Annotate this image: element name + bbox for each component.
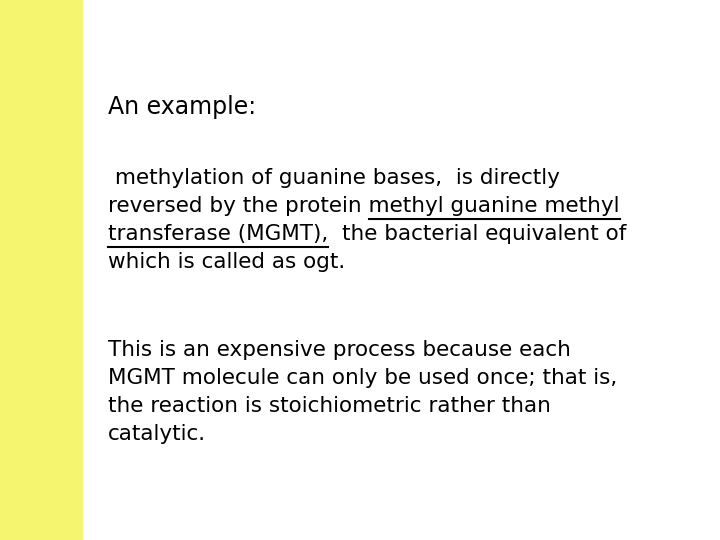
Text: catalytic.: catalytic. [108, 424, 206, 444]
Text: methylation of guanine bases,  is directly: methylation of guanine bases, is directl… [108, 168, 560, 188]
Text: reversed by the protein methyl guanine methyl: reversed by the protein methyl guanine m… [108, 196, 619, 216]
Text: reversed by the protein: reversed by the protein [108, 196, 369, 216]
Text: transferase (MGMT),: transferase (MGMT), [108, 224, 328, 244]
Text: transferase (MGMT),  the bacterial equivalent of: transferase (MGMT), the bacterial equiva… [108, 224, 626, 244]
Text: which is called as ogt.: which is called as ogt. [108, 252, 346, 272]
Text: This is an expensive process because each: This is an expensive process because eac… [108, 340, 571, 360]
Text: the reaction is stoichiometric rather than: the reaction is stoichiometric rather th… [108, 396, 551, 416]
Text: MGMT molecule can only be used once; that is,: MGMT molecule can only be used once; tha… [108, 368, 617, 388]
Text: reversed by the protein methyl guanine methyl: reversed by the protein methyl guanine m… [108, 196, 619, 216]
Text: An example:: An example: [108, 95, 256, 119]
Bar [0, 0, 82, 540]
